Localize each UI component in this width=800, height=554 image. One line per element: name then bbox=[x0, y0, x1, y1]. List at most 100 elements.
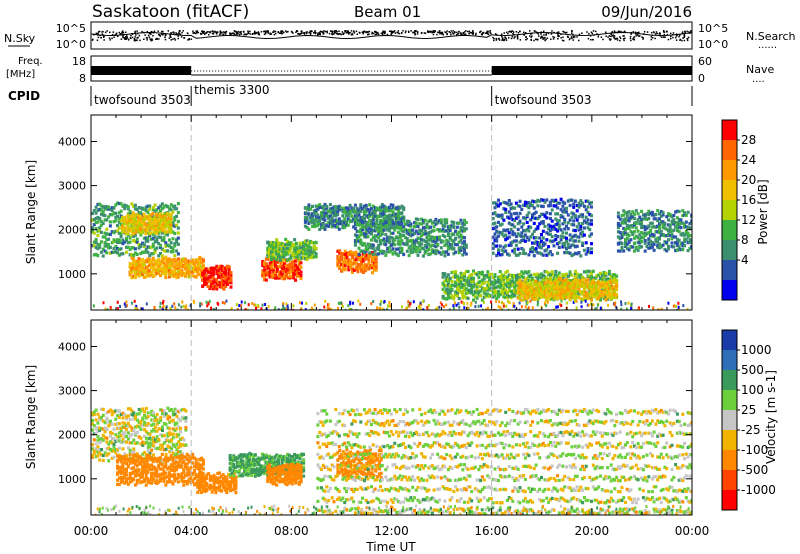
data-cell bbox=[543, 293, 547, 297]
data-cell bbox=[500, 277, 504, 281]
data-cell bbox=[611, 278, 615, 282]
data-cell bbox=[389, 231, 393, 235]
data-cell bbox=[314, 204, 318, 208]
data-cell bbox=[371, 235, 375, 239]
data-cell bbox=[227, 265, 231, 269]
noise-search-dot bbox=[512, 31, 515, 33]
noise-search-dot bbox=[240, 32, 242, 34]
noise-search-dot bbox=[534, 30, 536, 32]
noise-search-dot bbox=[420, 32, 423, 34]
data-cell bbox=[157, 262, 161, 266]
noise-search-dot bbox=[470, 32, 473, 34]
data-cell bbox=[189, 269, 193, 273]
data-cell bbox=[277, 249, 280, 253]
noise-search-dot bbox=[253, 32, 256, 35]
data-cell bbox=[191, 259, 195, 263]
data-cell bbox=[280, 252, 284, 256]
noise-search-dot bbox=[609, 39, 611, 41]
data-cell bbox=[507, 235, 511, 239]
data-cell bbox=[516, 215, 520, 219]
data-cell bbox=[279, 270, 283, 274]
data-cell bbox=[611, 292, 615, 296]
data-cell bbox=[454, 272, 458, 276]
data-cell bbox=[330, 206, 334, 211]
data-cell bbox=[153, 203, 157, 207]
noise-search-dot bbox=[635, 33, 637, 35]
data-cell bbox=[311, 217, 314, 221]
data-cell bbox=[117, 217, 121, 221]
noise-search-dot bbox=[222, 34, 225, 36]
data-cell bbox=[142, 207, 146, 211]
data-cell bbox=[491, 251, 495, 255]
data-cell bbox=[518, 219, 522, 223]
data-cell bbox=[210, 285, 213, 289]
data-cell bbox=[144, 205, 148, 209]
data-cell bbox=[264, 262, 268, 266]
data-cell bbox=[570, 279, 574, 283]
data-cell bbox=[140, 223, 144, 227]
noise-search-dot bbox=[314, 30, 316, 32]
noise-search-dot bbox=[610, 38, 612, 40]
data-cell bbox=[220, 277, 224, 281]
data-cell bbox=[482, 274, 486, 278]
cpid-label: CPID bbox=[8, 89, 40, 103]
data-cell bbox=[387, 213, 391, 217]
noise-search-dot bbox=[334, 30, 336, 32]
freq-tick-top: 18 bbox=[72, 55, 86, 68]
data-cell bbox=[463, 243, 466, 247]
data-cell bbox=[607, 291, 611, 295]
data-cell bbox=[491, 290, 495, 294]
data-cell bbox=[217, 266, 221, 270]
data-cell bbox=[196, 270, 200, 275]
data-cell bbox=[273, 256, 277, 260]
data-cell bbox=[105, 242, 109, 246]
data-cell bbox=[144, 248, 148, 252]
data-cell bbox=[293, 249, 297, 253]
data-cell bbox=[208, 267, 212, 271]
noise-search-dot bbox=[542, 36, 544, 39]
data-cell bbox=[227, 279, 231, 283]
noise-search-dot bbox=[416, 33, 419, 35]
data-cell bbox=[400, 204, 404, 208]
data-cell bbox=[395, 212, 399, 216]
data-cell bbox=[156, 229, 160, 233]
data-cell bbox=[582, 292, 586, 296]
data-cell bbox=[261, 269, 265, 273]
data-cell bbox=[573, 285, 577, 289]
data-cell bbox=[217, 282, 221, 287]
data-cell bbox=[141, 241, 145, 245]
data-cell bbox=[96, 242, 100, 247]
data-cell bbox=[261, 260, 265, 264]
data-cell bbox=[96, 229, 100, 233]
data-cell bbox=[588, 285, 592, 289]
noise-search-dot bbox=[306, 31, 308, 33]
data-cell bbox=[430, 235, 434, 239]
noise-search-dot bbox=[613, 35, 616, 37]
data-cell bbox=[162, 225, 166, 229]
data-cell bbox=[370, 228, 373, 232]
data-cell bbox=[577, 291, 581, 296]
noise-search-dot bbox=[146, 39, 148, 41]
data-cell bbox=[470, 273, 474, 277]
data-cell bbox=[373, 206, 377, 210]
data-cell bbox=[137, 225, 141, 229]
data-cell bbox=[355, 222, 359, 226]
noise-search-dot bbox=[523, 31, 525, 34]
data-cell bbox=[522, 275, 526, 280]
data-cell bbox=[454, 229, 458, 233]
data-cell bbox=[201, 264, 205, 268]
data-cell bbox=[169, 212, 173, 217]
data-cell bbox=[162, 218, 166, 222]
data-cell bbox=[117, 248, 121, 252]
noise-search-dot bbox=[683, 39, 686, 42]
data-cell bbox=[552, 273, 556, 277]
data-cell bbox=[283, 269, 287, 273]
noise-search-dot bbox=[623, 39, 625, 42]
noise-search-dot bbox=[650, 38, 653, 41]
data-cell bbox=[302, 244, 306, 248]
data-cell bbox=[362, 217, 366, 221]
data-cell bbox=[432, 220, 436, 224]
data-cell bbox=[402, 225, 406, 229]
data-cell bbox=[147, 221, 151, 225]
data-cell bbox=[532, 293, 536, 297]
